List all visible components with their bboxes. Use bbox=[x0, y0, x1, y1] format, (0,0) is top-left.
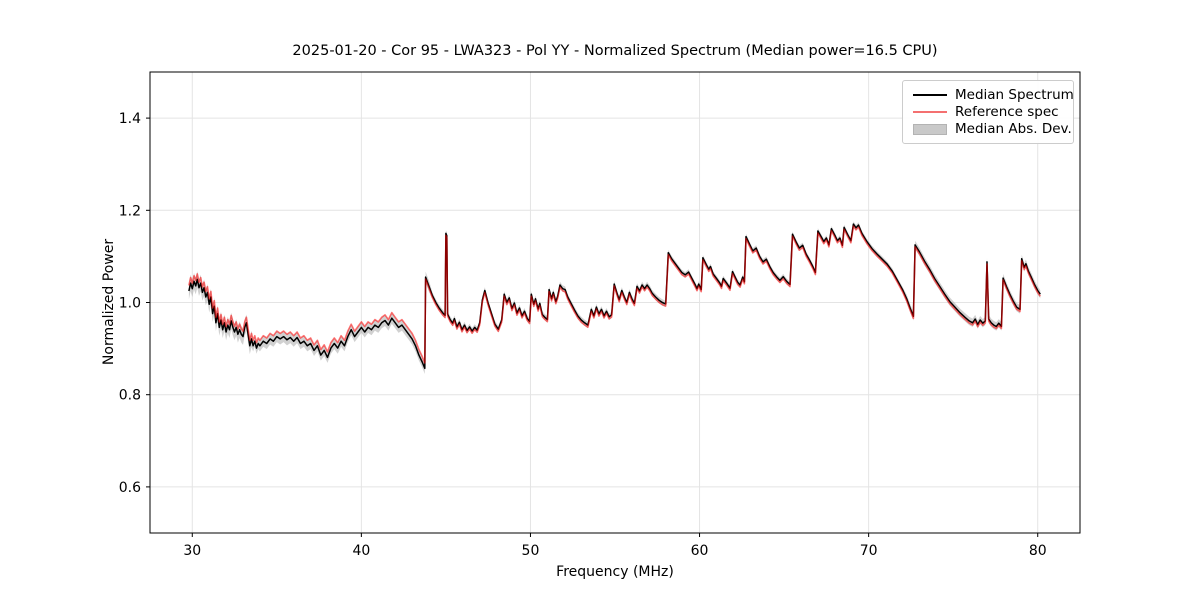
y-tick-label: 0.8 bbox=[119, 388, 141, 404]
x-tick-label: 80 bbox=[1029, 543, 1047, 559]
y-axis-label: Normalized Power bbox=[101, 238, 117, 366]
legend-item-median-abs-dev: Median Abs. Dev. bbox=[913, 121, 1072, 137]
median-spectrum-line bbox=[188, 223, 1041, 370]
x-tick-label: 60 bbox=[691, 543, 709, 559]
mad-band bbox=[188, 221, 1041, 374]
y-tick-label: 1.2 bbox=[119, 203, 141, 219]
legend-label: Median Spectrum bbox=[955, 87, 1074, 103]
y-tick-label: 1.0 bbox=[119, 296, 141, 312]
legend: Median Spectrum Reference spec Median Ab… bbox=[902, 80, 1074, 144]
x-tick-label: 50 bbox=[522, 543, 540, 559]
median-spectrum-line-swatch bbox=[913, 94, 947, 96]
x-tick-label: 70 bbox=[860, 543, 878, 559]
x-axis-label: Frequency (MHz) bbox=[556, 564, 674, 580]
median-abs-dev-patch-swatch bbox=[913, 123, 947, 135]
legend-label: Reference spec bbox=[955, 104, 1059, 120]
x-tick-label: 30 bbox=[183, 543, 201, 559]
legend-item-median-spectrum: Median Spectrum bbox=[913, 87, 1074, 103]
y-tick-label: 1.4 bbox=[119, 111, 141, 127]
x-tick-label: 40 bbox=[352, 543, 370, 559]
legend-label: Median Abs. Dev. bbox=[955, 121, 1072, 137]
y-tick-label: 0.6 bbox=[119, 480, 141, 496]
reference-spec-line bbox=[188, 225, 1041, 364]
chart-title: 2025-01-20 - Cor 95 - LWA323 - Pol YY - … bbox=[292, 43, 938, 59]
reference-spec-line-swatch bbox=[913, 111, 947, 113]
legend-item-reference-spec: Reference spec bbox=[913, 104, 1063, 120]
